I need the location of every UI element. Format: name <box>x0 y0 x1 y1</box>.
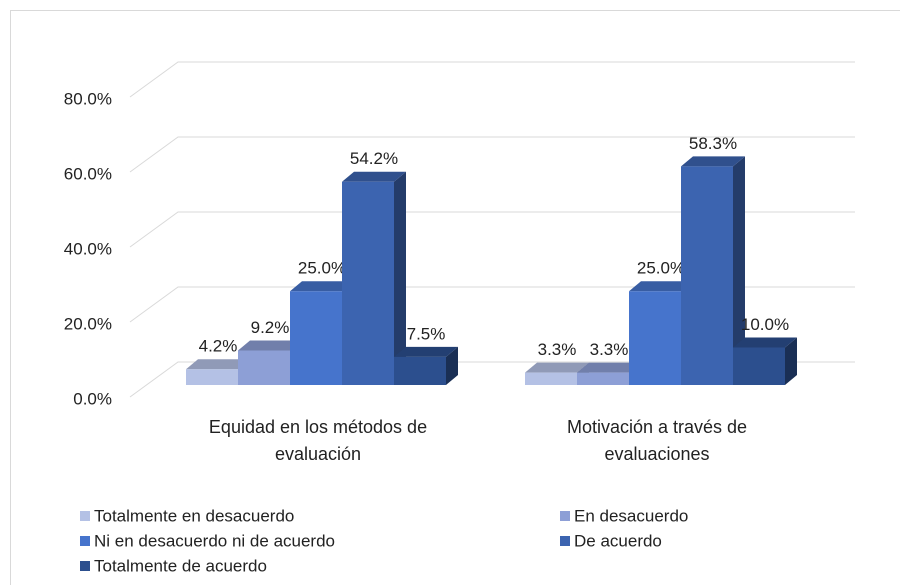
bar <box>238 340 302 385</box>
bar-top <box>290 281 354 292</box>
bar-top <box>629 281 693 292</box>
bar-top <box>577 362 641 373</box>
data-label: 3.3% <box>538 340 577 359</box>
bar-top <box>342 171 406 182</box>
legend-swatch <box>560 536 570 546</box>
grid-line <box>129 61 855 98</box>
bar-top <box>394 346 458 357</box>
data-label: 25.0% <box>637 259 685 278</box>
y-tick-label: 0.0% <box>73 389 112 408</box>
legend-label: Ni en desacuerdo ni de acuerdo <box>94 531 335 550</box>
grid-line <box>129 136 855 173</box>
bar <box>733 337 797 385</box>
legend-label: Totalmente en desacuerdo <box>94 506 294 525</box>
data-label: 7.5% <box>407 324 446 343</box>
legend-label: De acuerdo <box>574 531 662 550</box>
data-label: 58.3% <box>689 134 737 153</box>
grid-line <box>129 286 855 323</box>
bar-front <box>525 372 577 385</box>
bar-top <box>238 340 302 351</box>
y-tick-label: 20.0% <box>64 314 112 333</box>
bar-top <box>186 359 250 370</box>
bar-front <box>394 356 446 385</box>
x-tick-label: Motivación a través de evaluaciones <box>566 417 748 464</box>
data-label: 3.3% <box>590 340 629 359</box>
bar-top <box>525 362 589 373</box>
bar-side <box>394 171 406 385</box>
legend-swatch <box>80 536 90 546</box>
legend-label: Totalmente de acuerdo <box>94 556 267 575</box>
data-label: 25.0% <box>298 259 346 278</box>
legend-label: En desacuerdo <box>574 506 688 525</box>
bar-front <box>733 347 785 385</box>
bar-side <box>446 346 458 385</box>
bar <box>394 346 458 385</box>
bar-top <box>681 156 745 167</box>
data-label: 4.2% <box>199 337 238 356</box>
bar <box>681 156 745 385</box>
bar-front <box>342 181 394 385</box>
bar-front <box>681 166 733 385</box>
y-tick-label: 40.0% <box>64 239 112 258</box>
bar-side <box>733 156 745 385</box>
bar <box>342 171 406 385</box>
bar-front <box>629 291 681 385</box>
bar-front <box>238 350 290 385</box>
grid-line <box>129 211 855 248</box>
y-tick-label: 80.0% <box>64 89 112 108</box>
legend-swatch <box>80 561 90 571</box>
data-label: 54.2% <box>350 149 398 168</box>
chart-border <box>10 10 900 585</box>
bar-front <box>186 369 238 385</box>
bar-side <box>785 337 797 385</box>
y-tick-label: 60.0% <box>64 164 112 183</box>
data-label: 10.0% <box>741 315 789 334</box>
data-label: 9.2% <box>251 318 290 337</box>
bar-front <box>577 372 629 385</box>
bar-top <box>733 337 797 348</box>
legend-swatch <box>80 511 90 521</box>
bar-front <box>290 291 342 385</box>
legend-swatch <box>560 511 570 521</box>
x-tick-label: Equidad en los métodos de evaluación <box>208 417 428 464</box>
